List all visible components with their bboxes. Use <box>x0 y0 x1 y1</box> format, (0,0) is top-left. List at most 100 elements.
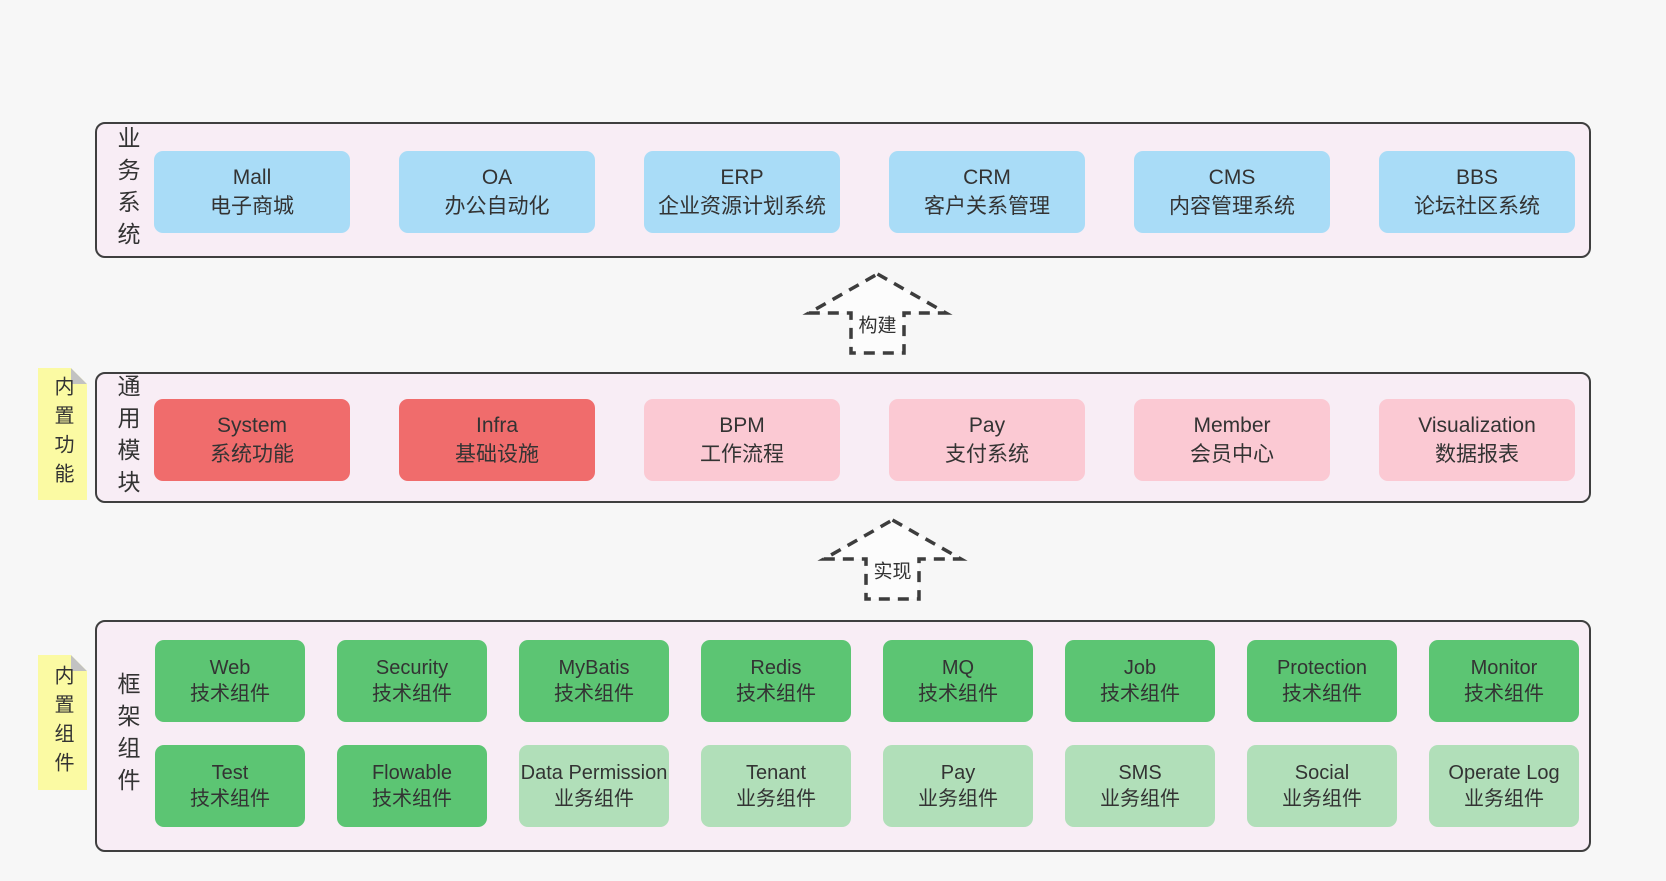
business-systems-label: 业务系统 <box>114 126 140 254</box>
box-subtitle: 技术组件 <box>190 788 270 810</box>
box-title: Job <box>1123 657 1157 679</box>
box-title: Infra <box>475 414 519 437</box>
box-subtitle: 技术组件 <box>1100 683 1180 705</box>
framework-components-label: 框架组件 <box>114 672 140 800</box>
box-title: BPM <box>719 414 765 437</box>
box-subtitle: 支付系统 <box>945 443 1029 466</box>
box-infra: Infra 基础设施 <box>399 399 595 481</box>
box-social: Social 业务组件 <box>1247 745 1397 827</box>
box-web: Web 技术组件 <box>155 640 305 722</box>
box-title: Pay <box>968 414 1006 437</box>
box-subtitle: 电子商城 <box>210 195 294 218</box>
box-bpm: BPM 工作流程 <box>644 399 840 481</box>
box-subtitle: 业务组件 <box>554 788 634 810</box>
builtin-components-note-text: 内置组件 <box>51 664 73 781</box>
box-erp: ERP 企业资源计划系统 <box>644 151 840 233</box>
box-monitor: Monitor 技术组件 <box>1429 640 1579 722</box>
build-arrow-label: 构建 <box>855 310 900 338</box>
box-redis: Redis 技术组件 <box>701 640 851 722</box>
box-cms: CMS 内容管理系统 <box>1134 151 1330 233</box>
box-title: Test <box>211 762 249 784</box>
box-oa: OA 办公自动化 <box>399 151 595 233</box>
box-title: Flowable <box>371 762 453 784</box>
box-title: Data Permission <box>520 762 668 784</box>
box-subtitle: 技术组件 <box>372 683 452 705</box>
box-mall: Mall 电子商城 <box>154 151 350 233</box>
box-subtitle: 技术组件 <box>190 683 270 705</box>
box-subtitle: 客户关系管理 <box>924 195 1050 218</box>
box-subtitle: 论坛社区系统 <box>1414 195 1540 218</box>
box-title: ERP <box>720 166 764 189</box>
box-title: CMS <box>1208 166 1256 189</box>
framework-components-row-2: Test 技术组件 Flowable 技术组件 Data Permission … <box>155 745 1579 827</box>
business-systems-row: Mall 电子商城 OA 办公自动化 ERP 企业资源计划系统 CRM 客户关系… <box>154 151 1575 233</box>
box-title: Protection <box>1276 657 1368 679</box>
box-security: Security 技术组件 <box>337 640 487 722</box>
box-subtitle: 办公自动化 <box>444 195 550 218</box>
box-subtitle: 技术组件 <box>1282 683 1362 705</box>
box-subtitle: 企业资源计划系统 <box>658 195 826 218</box>
box-tenant: Tenant 业务组件 <box>701 745 851 827</box>
box-subtitle: 工作流程 <box>700 443 784 466</box>
box-subtitle: 业务组件 <box>1464 788 1544 810</box>
box-subtitle: 技术组件 <box>736 683 816 705</box>
box-member: Member 会员中心 <box>1134 399 1330 481</box>
box-subtitle: 技术组件 <box>554 683 634 705</box>
box-bbs: BBS 论坛社区系统 <box>1379 151 1575 233</box>
business-systems-container: 业务系统 Mall 电子商城 OA 办公自动化 ERP 企业资源计划系统 CRM… <box>95 122 1591 258</box>
common-modules-label: 通用模块 <box>114 373 140 502</box>
box-title: Redis <box>750 657 802 679</box>
box-operate-log: Operate Log 业务组件 <box>1429 745 1579 827</box>
box-subtitle: 技术组件 <box>372 788 452 810</box>
box-crm: CRM 客户关系管理 <box>889 151 1085 233</box>
box-sms: SMS 业务组件 <box>1065 745 1215 827</box>
builtin-features-note: 内置功能 <box>38 368 87 500</box>
box-subtitle: 业务组件 <box>918 788 998 810</box>
implement-arrow-label: 实现 <box>870 556 915 584</box>
box-job: Job 技术组件 <box>1065 640 1215 722</box>
box-subtitle: 数据报表 <box>1435 443 1519 466</box>
common-modules-row: System 系统功能 Infra 基础设施 BPM 工作流程 Pay 支付系统… <box>154 399 1575 481</box>
implement-arrow: 实现 <box>817 517 968 601</box>
box-subtitle: 技术组件 <box>1464 683 1544 705</box>
box-title: Web <box>209 657 251 679</box>
box-subtitle: 业务组件 <box>736 788 816 810</box>
box-title: MQ <box>941 657 975 679</box>
builtin-components-note: 内置组件 <box>38 655 87 790</box>
box-protection: Protection 技术组件 <box>1247 640 1397 722</box>
box-title: Security <box>375 657 449 679</box>
box-subtitle: 系统功能 <box>210 443 294 466</box>
box-title: System <box>216 414 287 437</box>
box-mybatis: MyBatis 技术组件 <box>519 640 669 722</box>
build-arrow: 构建 <box>802 271 953 355</box>
box-title: Monitor <box>1470 657 1538 679</box>
box-title: Pay <box>940 762 976 784</box>
box-title: MyBatis <box>558 657 630 679</box>
box-subtitle: 会员中心 <box>1190 443 1274 466</box>
box-data-permission: Data Permission 业务组件 <box>519 745 669 827</box>
box-flowable: Flowable 技术组件 <box>337 745 487 827</box>
builtin-features-note-text: 内置功能 <box>51 376 73 492</box>
common-modules-container: 通用模块 System 系统功能 Infra 基础设施 BPM 工作流程 Pay… <box>95 372 1591 503</box>
framework-components-row-1: Web 技术组件 Security 技术组件 MyBatis 技术组件 Redi… <box>155 640 1579 722</box>
box-subtitle: 内容管理系统 <box>1169 195 1295 218</box>
box-title: Operate Log <box>1448 762 1560 784</box>
box-pay-module: Pay 支付系统 <box>889 399 1085 481</box>
box-test: Test 技术组件 <box>155 745 305 827</box>
box-title: Member <box>1193 414 1271 437</box>
box-subtitle: 业务组件 <box>1100 788 1180 810</box>
box-title: Mall <box>232 166 272 189</box>
box-system: System 系统功能 <box>154 399 350 481</box>
box-mq: MQ 技术组件 <box>883 640 1033 722</box>
box-title: Tenant <box>745 762 807 784</box>
box-pay-component: Pay 业务组件 <box>883 745 1033 827</box>
framework-components-container: 框架组件 Web 技术组件 Security 技术组件 MyBatis 技术组件… <box>95 620 1591 852</box>
box-title: OA <box>481 166 513 189</box>
box-title: BBS <box>1455 166 1499 189</box>
box-visualization: Visualization 数据报表 <box>1379 399 1575 481</box>
box-title: Social <box>1294 762 1350 784</box>
box-subtitle: 业务组件 <box>1282 788 1362 810</box>
box-subtitle: 技术组件 <box>918 683 998 705</box>
box-subtitle: 基础设施 <box>455 443 539 466</box>
